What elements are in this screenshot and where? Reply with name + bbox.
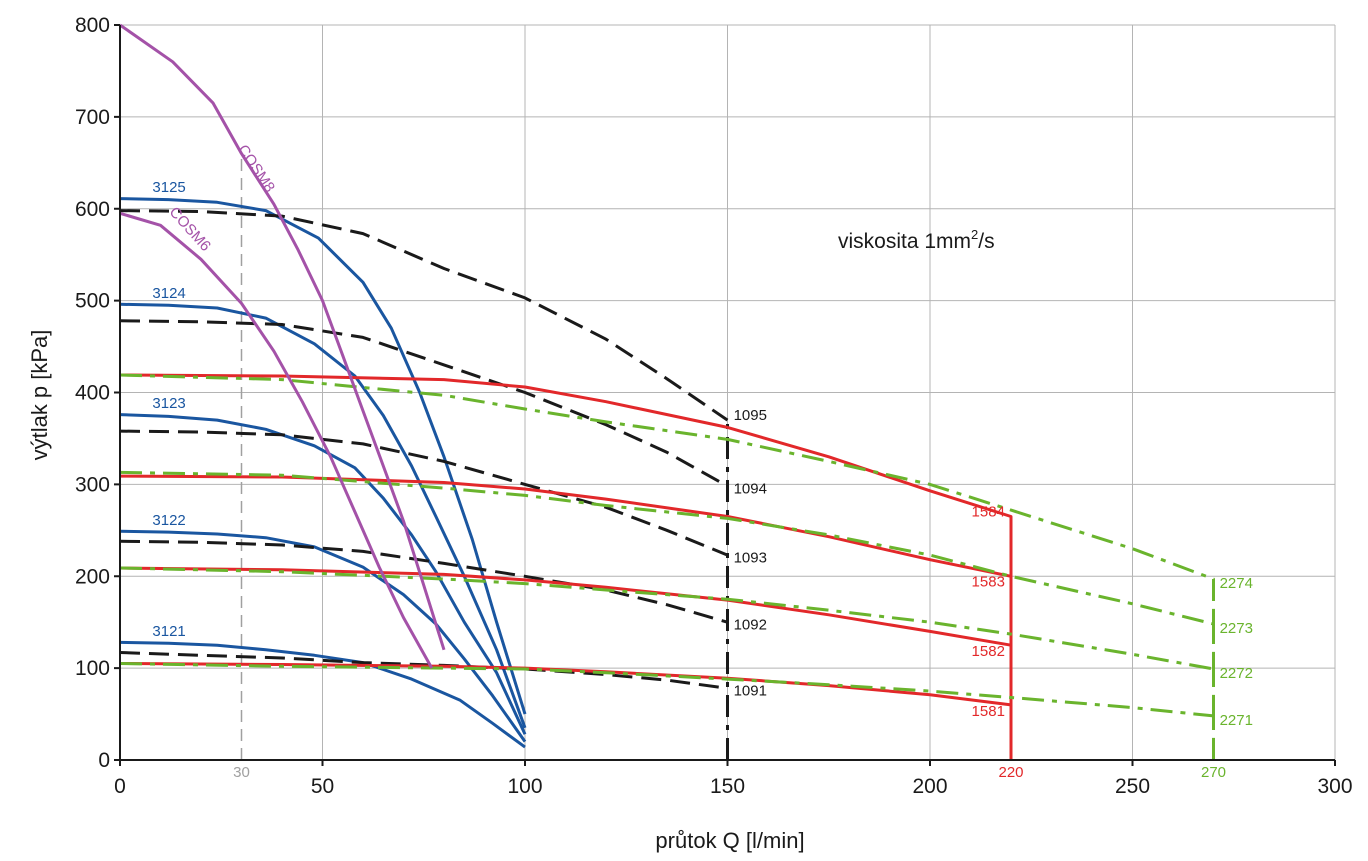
y-tick-label: 200 (75, 565, 110, 588)
series-label-2274: 2274 (1220, 575, 1253, 592)
series-label-1582: 1582 (972, 643, 1005, 660)
series-label-3125: 3125 (152, 179, 185, 196)
series-labels: 3125 3124 3123 3122 3121 1095 1094 1093 1092 1091… (152, 142, 1253, 729)
series-lines (119, 23, 1215, 760)
series-line-1094 (119, 319, 729, 488)
series-label-cosm8: COSM8 (234, 142, 278, 196)
series-line-1092 (119, 539, 728, 624)
tick-labels: 0 50 100 150 200 250 300 0 100 200 300 400 500 600 700… (75, 14, 1353, 798)
viscosity-suffix: /s (978, 230, 994, 253)
series-line-2271 (119, 662, 1214, 718)
series-line-2272 (119, 566, 1214, 671)
series-line-1582 (119, 566, 1012, 647)
y-tick-label: 700 (75, 106, 110, 129)
y-tick-label: 500 (75, 290, 110, 313)
series-label-1583: 1583 (972, 573, 1005, 590)
x-tick-label: 200 (912, 775, 947, 798)
marker-label-30: 30 (233, 764, 250, 781)
series-line-1095 (119, 209, 729, 422)
series-line-1093 (119, 429, 729, 557)
series-line-1584 (119, 373, 1013, 760)
y-tick-label: 400 (75, 382, 110, 405)
marker-label-220: 220 (998, 764, 1023, 781)
y-tick-label: 600 (75, 198, 110, 221)
series-line-1583 (119, 474, 1012, 578)
x-tick-label: 50 (311, 775, 334, 798)
y-tick-label: 800 (75, 14, 110, 37)
axes (114, 24, 1336, 766)
series-label-3122: 3122 (152, 512, 185, 529)
y-tick-label: 300 (75, 473, 110, 496)
series-label-2273: 2273 (1220, 620, 1253, 637)
y-tick-label: 0 (98, 749, 110, 772)
series-label-1091: 1091 (734, 683, 767, 700)
x-tick-label: 0 (114, 775, 126, 798)
series-line-3122 (119, 529, 527, 743)
series-line-3125 (119, 197, 527, 715)
y-tick-label: 100 (75, 657, 110, 680)
series-label-1095: 1095 (734, 407, 767, 424)
series-label-2272: 2272 (1220, 665, 1253, 682)
x-tick-label: 300 (1317, 775, 1352, 798)
series-label-2271: 2271 (1220, 712, 1253, 729)
series-line-3124 (119, 302, 527, 729)
x-tick-label: 250 (1115, 775, 1150, 798)
x-tick-label: 150 (710, 775, 745, 798)
marker-label-270: 270 (1201, 764, 1226, 781)
grid (119, 24, 1336, 761)
series-line-3121 (119, 640, 526, 749)
series-line-2274 (119, 373, 1215, 760)
series-label-3121: 3121 (152, 623, 185, 640)
x-tick-label: 100 (507, 775, 542, 798)
viscosity-text: viskosita 1mm (838, 230, 971, 253)
series-label-1094: 1094 (734, 481, 767, 498)
series-label-1584: 1584 (972, 504, 1005, 521)
viscosity-superscript: 2 (971, 227, 978, 242)
y-axis-title: výtlak p [kPa] (27, 330, 52, 461)
x-axis-title: průtok Q [l/min] (655, 828, 804, 853)
series-label-1092: 1092 (734, 617, 767, 634)
series-label-3124: 3124 (152, 285, 185, 302)
viscosity-annotation: viskosita 1mm2/s (838, 227, 995, 253)
series-line-cosm6 (119, 211, 434, 669)
series-label-1581: 1581 (972, 703, 1005, 720)
series-label-3123: 3123 (152, 395, 185, 412)
series-line-2273 (119, 470, 1214, 626)
series-label-1093: 1093 (734, 549, 767, 566)
series-line-cosm8 (119, 23, 446, 651)
